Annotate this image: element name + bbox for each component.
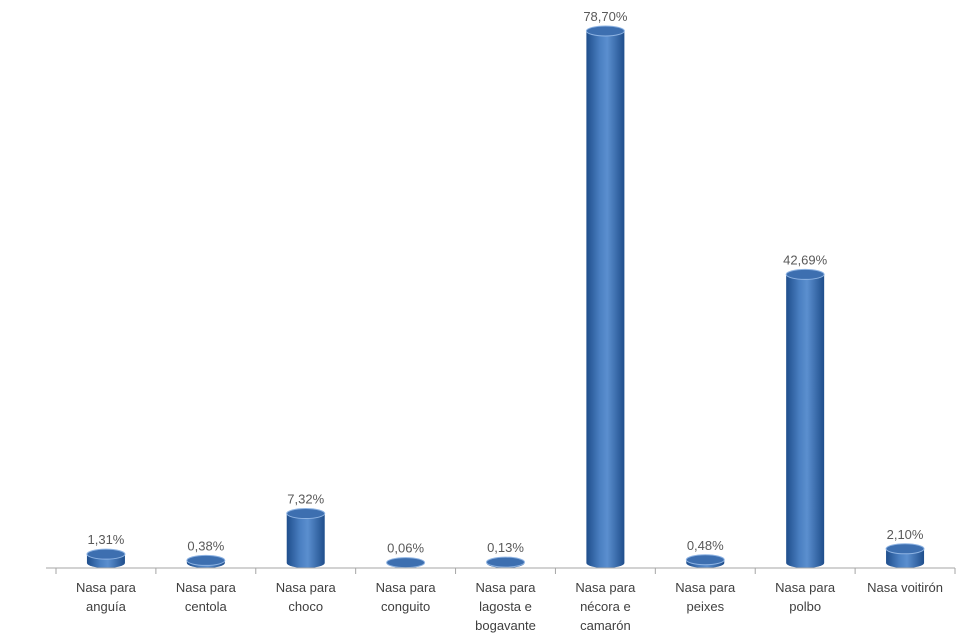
category-label: Nasa para [176,580,237,595]
data-label: 0,13% [487,540,524,555]
bar-top [585,25,625,37]
category-label: Nasa para [376,580,437,595]
category-label: polbo [789,599,821,614]
bar-top [86,548,126,560]
bar [86,548,126,568]
bar-top [386,557,426,569]
category-label: Nasa para [775,580,836,595]
category-label: choco [288,599,323,614]
bars-group [86,25,925,569]
category-label: lagosta e [479,599,532,614]
category-label: Nasa para [76,580,137,595]
data-label: 0,48% [687,538,724,553]
x-axis [46,567,956,574]
data-label: 78,70% [583,9,628,24]
bar [885,543,925,568]
category-label: centola [185,599,228,614]
category-label: bogavante [475,618,536,633]
category-label: peixes [686,599,724,614]
data-label: 1,31% [88,532,125,547]
category-labels-group: Nasa para anguía Nasa para centola Nasa para… [76,580,943,633]
bar-top [685,554,725,566]
bar-body [586,30,625,569]
data-label: 0,38% [187,538,224,553]
bar [286,508,326,568]
category-label: Nasa para [675,580,736,595]
bar-top [785,268,825,280]
bar-body [286,513,325,568]
bar-body [786,274,825,568]
category-label: Nasa para [476,580,537,595]
data-label: 2,10% [887,527,924,542]
bar [785,268,825,568]
data-label: 42,69% [783,252,828,267]
bar [386,557,426,569]
category-label: Nasa voitirón [867,580,943,595]
data-label: 7,32% [287,492,324,507]
category-label: nécora e [580,599,631,614]
bar-top [486,556,525,568]
bar-top [286,508,326,520]
category-label: camarón [580,618,631,633]
bar [585,25,625,569]
bar [486,556,525,568]
data-labels-group: 1,31% 0,38% 7,32% 0,06% 0,13% 78,70% 0,48% 42,6… [88,9,924,556]
bar-top [186,554,226,566]
bar [685,554,725,568]
category-label: Nasa para [276,580,337,595]
category-label: conguito [381,599,430,614]
data-label: 0,06% [387,541,424,556]
bar [186,554,226,568]
category-label: Nasa para [575,580,636,595]
category-label: anguía [86,599,127,614]
bar-top [885,543,925,555]
